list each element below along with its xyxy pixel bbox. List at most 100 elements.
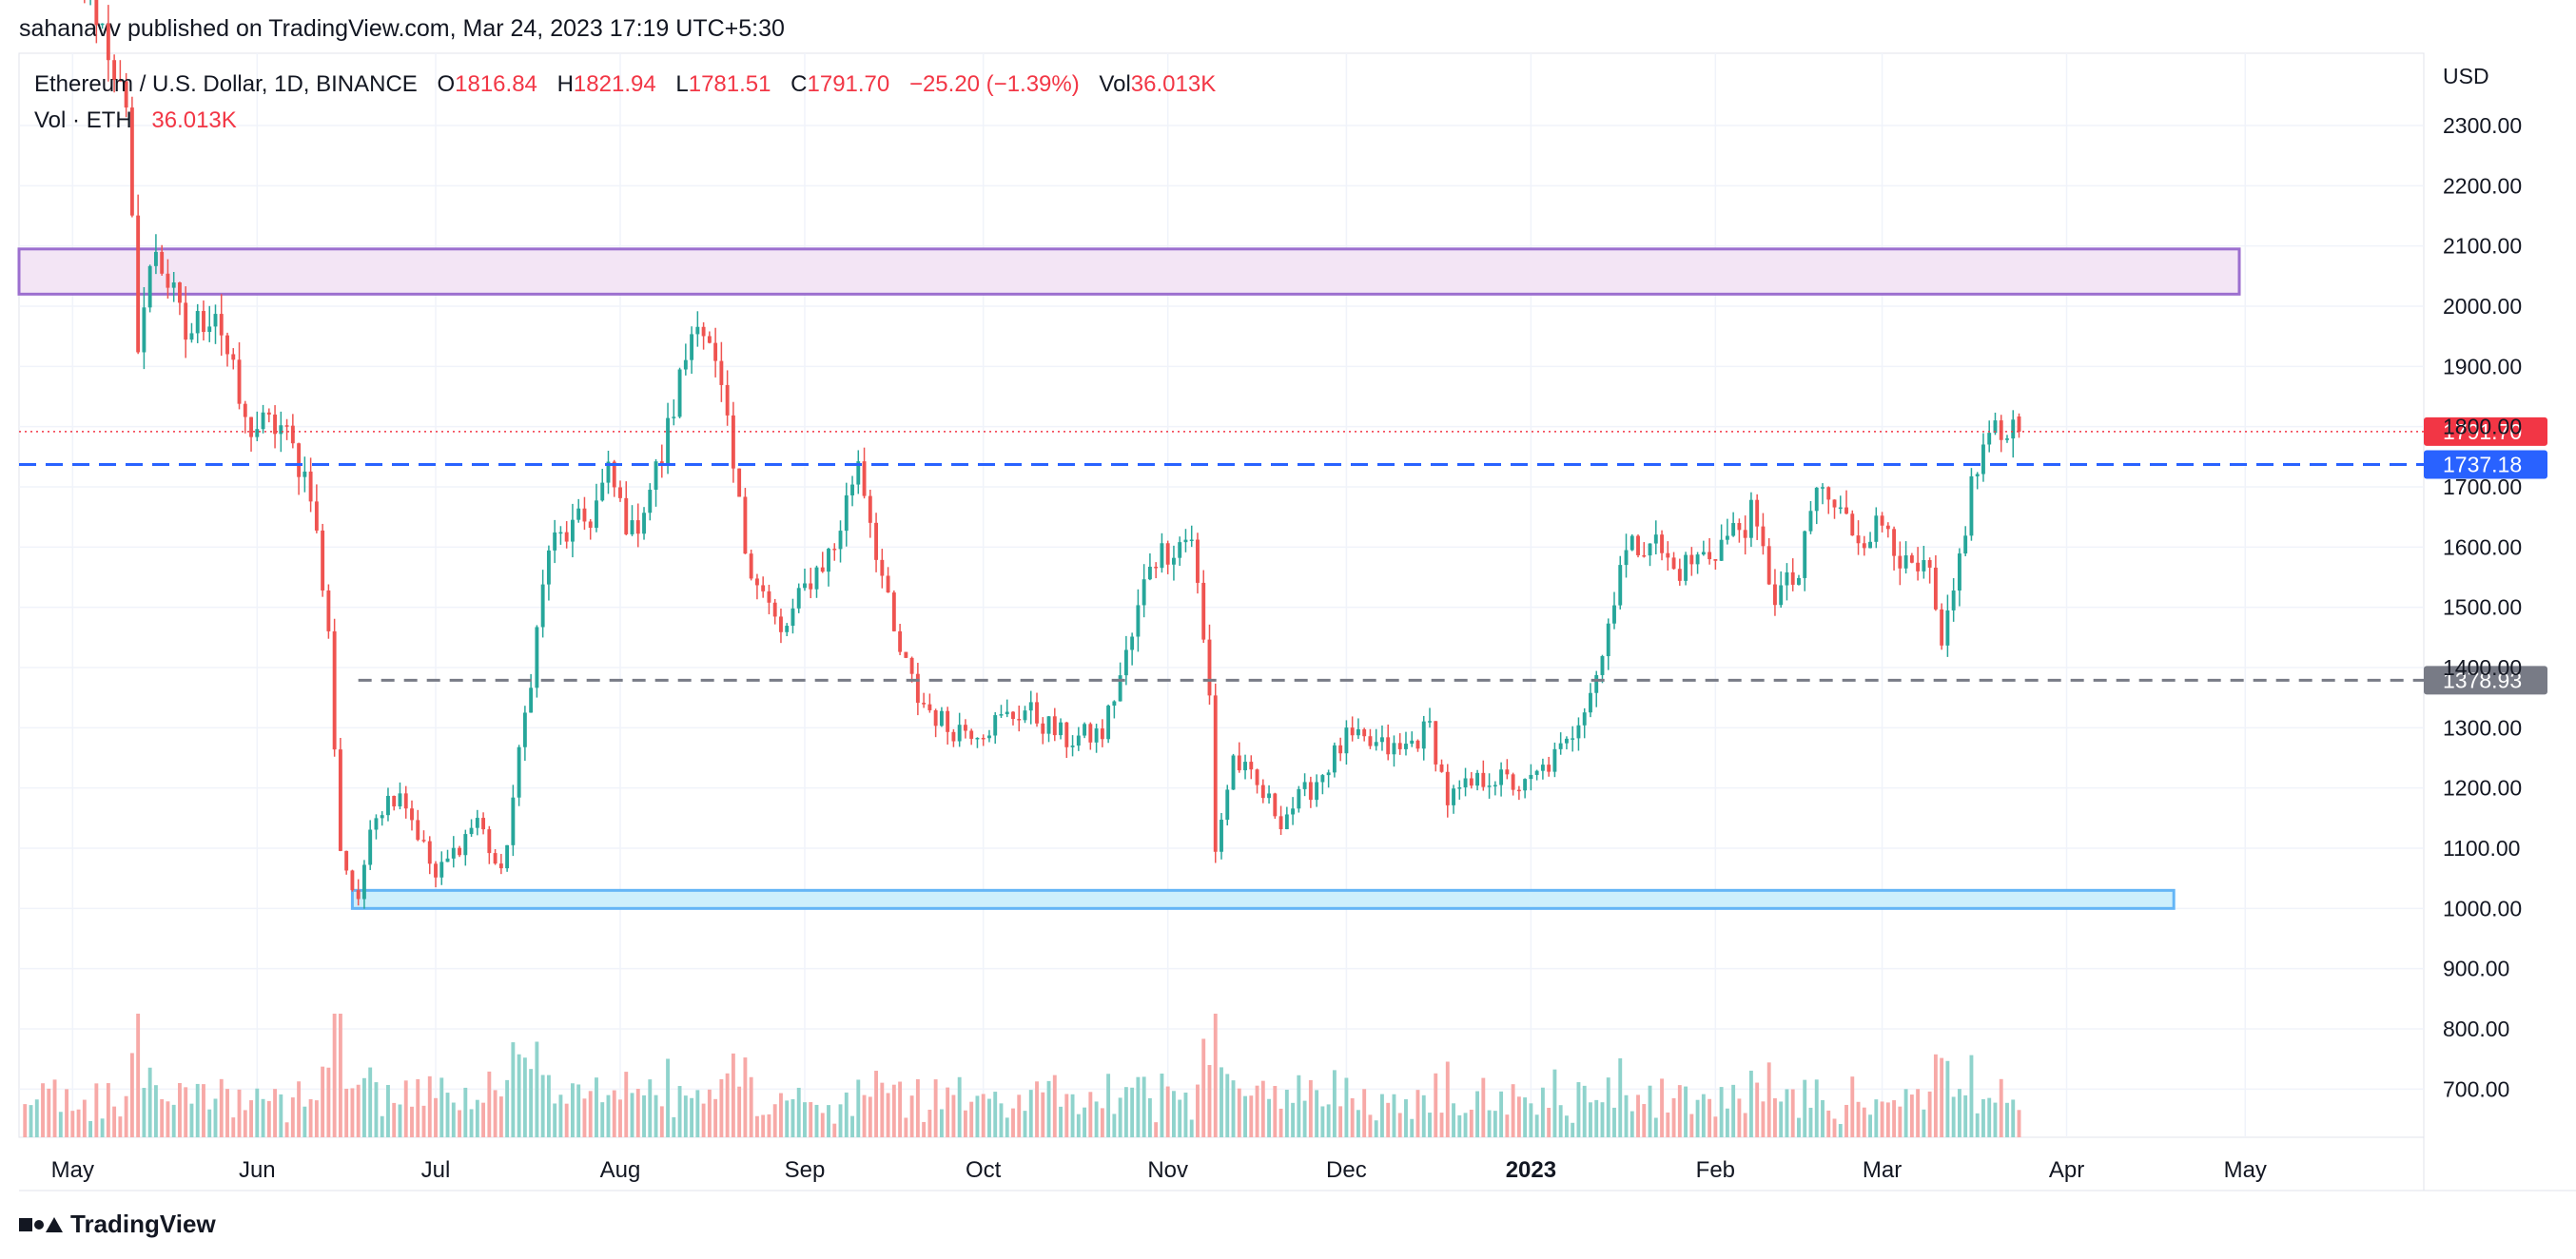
volume-bar	[1648, 1085, 1652, 1137]
candle-body	[553, 532, 557, 551]
volume-bar	[827, 1105, 830, 1137]
candle-body	[1916, 562, 1921, 571]
volume-bar	[100, 1118, 105, 1137]
candle-body	[1630, 535, 1634, 551]
candle-body	[1178, 542, 1182, 558]
candle-body	[838, 531, 843, 550]
volume-bar	[701, 1103, 706, 1137]
candle-body	[618, 487, 622, 498]
candle-body	[790, 608, 795, 627]
volume-series-label[interactable]: Vol · ETH	[34, 107, 132, 133]
x-tick-label: 2023	[1506, 1157, 1556, 1183]
close-value: 1791.70	[807, 71, 890, 97]
volume-bar	[1243, 1095, 1247, 1137]
volume-bar	[88, 1120, 93, 1137]
y-tick-label: 1300.00	[2443, 715, 2522, 740]
volume-bar	[820, 1113, 825, 1137]
volume-bar	[112, 1106, 117, 1137]
volume-bar	[380, 1115, 384, 1137]
volume-bar	[1189, 1119, 1194, 1137]
volume-bar	[1273, 1086, 1278, 1137]
volume-bar	[1558, 1105, 1563, 1137]
candle-body	[1154, 566, 1159, 569]
symbol-name[interactable]: Ethereum / U.S. Dollar, 1D, BINANCE	[34, 71, 418, 97]
candle-body	[957, 725, 962, 742]
volume-bar	[1196, 1084, 1200, 1137]
volume-bar	[2017, 1110, 2021, 1137]
candle-body	[1123, 649, 1128, 676]
volume-bar	[517, 1054, 521, 1137]
candle-body	[1785, 571, 1789, 586]
volume-bar	[34, 1099, 39, 1137]
volume-bar	[65, 1089, 68, 1137]
candle-body	[772, 602, 777, 617]
candle-body	[1642, 554, 1647, 557]
volume-bar	[1154, 1122, 1159, 1137]
candle-body	[1922, 560, 1926, 571]
volume-bar	[1677, 1085, 1682, 1137]
y-tick-label: 1400.00	[2443, 655, 2522, 680]
candle-body	[434, 863, 438, 878]
volume-bar	[41, 1083, 45, 1137]
volume-bar	[1534, 1114, 1539, 1137]
candle-body	[1475, 772, 1480, 786]
volume-bar	[1452, 1103, 1455, 1137]
volume-bar	[576, 1084, 581, 1137]
y-tick-label: 1200.00	[2443, 776, 2522, 801]
candle-body	[814, 567, 819, 590]
volume-bar	[981, 1094, 986, 1137]
tradingview-logo-icon	[19, 1216, 63, 1232]
volume-bar	[796, 1087, 801, 1137]
volume-bar	[754, 1115, 759, 1137]
candle-body	[886, 575, 890, 593]
candle-body	[1457, 787, 1462, 789]
volume-bar	[540, 1075, 545, 1137]
volume-bar	[803, 1102, 807, 1137]
volume-bar	[672, 1116, 676, 1137]
y-tick-label: 2000.00	[2443, 294, 2522, 319]
volume-bar	[1880, 1101, 1884, 1137]
candle-body	[1808, 511, 1813, 532]
candle-body	[1826, 487, 1831, 500]
candle-body	[124, 81, 128, 108]
candle-body	[595, 500, 598, 528]
candle-body	[94, 0, 99, 26]
candle-body	[1814, 487, 1819, 512]
candle-body	[1903, 555, 1908, 569]
tradingview-logo[interactable]: TradingView	[19, 1210, 216, 1239]
candle-body	[1397, 743, 1402, 749]
low-value: 1781.51	[688, 71, 771, 97]
candle-body	[1505, 769, 1510, 775]
candle-body	[1392, 743, 1396, 755]
volume-bar	[1576, 1082, 1581, 1137]
candle-body	[2005, 438, 2009, 440]
candle-body	[1660, 534, 1664, 553]
volume-bar	[1785, 1089, 1789, 1137]
candle-body	[1523, 779, 1528, 791]
candle-body	[677, 369, 682, 417]
candle-body	[648, 490, 653, 513]
low-label: L	[675, 71, 689, 97]
candle-body	[1243, 762, 1247, 771]
volume-bar	[1011, 1108, 1015, 1137]
volume-bar	[719, 1078, 724, 1137]
volume-bar	[1803, 1079, 1807, 1137]
volume-bar	[1564, 1115, 1569, 1137]
volume-bar	[458, 1110, 461, 1137]
candle-body	[475, 818, 479, 828]
volume-bar	[731, 1053, 735, 1137]
volume-bar	[70, 1111, 75, 1137]
volume-bar	[856, 1079, 861, 1137]
candle-body	[642, 513, 646, 534]
candle-body	[1892, 529, 1897, 556]
volume-bar	[659, 1106, 664, 1137]
candle-body	[1558, 743, 1563, 749]
volume-bar	[273, 1089, 278, 1137]
resistance-zone	[17, 247, 2241, 296]
volume-bar	[1320, 1106, 1325, 1137]
x-tick-label: Oct	[966, 1157, 1002, 1183]
candle-body	[1326, 772, 1331, 776]
candle-body	[1701, 552, 1706, 555]
high-label: H	[556, 71, 574, 97]
